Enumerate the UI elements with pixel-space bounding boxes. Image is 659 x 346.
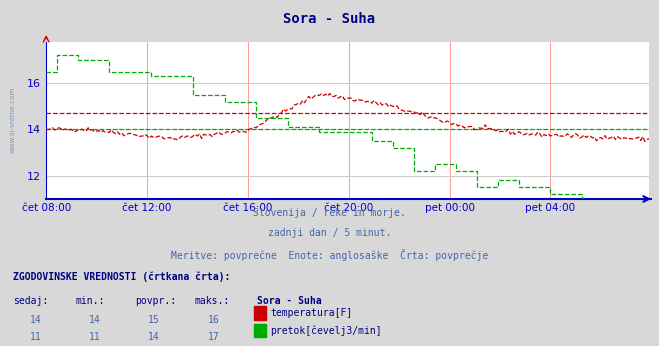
Text: sedaj:: sedaj: <box>13 296 48 306</box>
Text: povpr.:: povpr.: <box>135 296 176 306</box>
Text: temperatura[F]: temperatura[F] <box>270 308 353 318</box>
Text: 11: 11 <box>30 332 42 342</box>
Text: www.si-vreme.com: www.si-vreme.com <box>10 87 16 153</box>
Text: 15: 15 <box>148 315 160 325</box>
Text: zadnji dan / 5 minut.: zadnji dan / 5 minut. <box>268 228 391 238</box>
Text: pretok[čevelj3/min]: pretok[čevelj3/min] <box>270 325 382 336</box>
Text: 14: 14 <box>148 332 160 342</box>
Text: Sora - Suha: Sora - Suha <box>257 296 322 306</box>
Text: 14: 14 <box>89 315 101 325</box>
Text: 14: 14 <box>30 315 42 325</box>
Text: 11: 11 <box>89 332 101 342</box>
Text: 17: 17 <box>208 332 219 342</box>
Text: maks.:: maks.: <box>194 296 229 306</box>
Text: ZGODOVINSKE VREDNOSTI (črtkana črta):: ZGODOVINSKE VREDNOSTI (črtkana črta): <box>13 272 231 282</box>
Text: min.:: min.: <box>76 296 105 306</box>
Text: Meritve: povprečne  Enote: anglosaške  Črta: povprečje: Meritve: povprečne Enote: anglosaške Črt… <box>171 249 488 261</box>
Text: Slovenija / reke in morje.: Slovenija / reke in morje. <box>253 208 406 218</box>
Text: 16: 16 <box>208 315 219 325</box>
Text: Sora - Suha: Sora - Suha <box>283 12 376 26</box>
